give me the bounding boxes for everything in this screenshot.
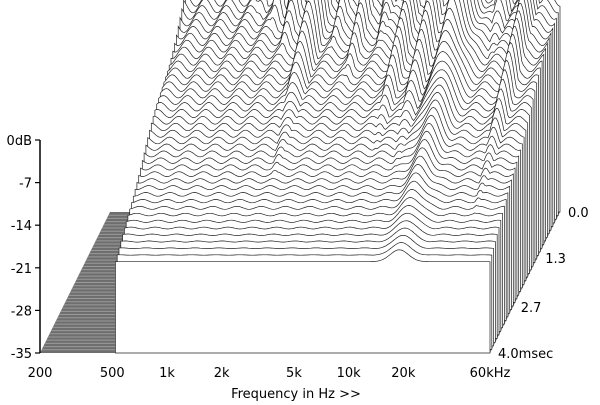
decay-slices	[115, 0, 561, 354]
x-tick-label: 200	[28, 366, 53, 381]
x-tick-label: 2k	[214, 366, 230, 381]
x-tick-label: 1k	[159, 366, 175, 381]
z-tick-label: 2.7	[521, 301, 542, 316]
z-tick-label: 4.0msec	[498, 347, 553, 362]
decay-slice	[115, 249, 491, 354]
z-tick-label: 0.0	[568, 206, 589, 221]
x-axis-title: Frequency in Hz >>	[231, 387, 361, 402]
x-tick-label: 10k	[337, 366, 362, 381]
x-tick-label: 60kHz	[470, 366, 511, 381]
y-tick-labels: 0dB -7 -14 -21 -28 -35	[7, 134, 32, 362]
z-tick-label: 1.3	[545, 252, 566, 267]
x-tick-label: 5k	[286, 366, 302, 381]
x-tick-labels: 200 500 1k 2k 5k 10k 20k 60kHz	[28, 366, 511, 381]
y-tick-label: 0dB	[7, 134, 32, 149]
y-tick-label: -21	[11, 262, 32, 277]
x-tick-label: 500	[100, 366, 125, 381]
y-tick-label: -35	[11, 347, 32, 362]
y-tick-label: -14	[11, 219, 32, 234]
x-tick-label: 20k	[391, 366, 416, 381]
y-tick-label: -28	[11, 304, 32, 319]
axes	[35, 139, 41, 354]
y-tick-label: -7	[19, 177, 32, 192]
z-tick-labels: 0.0 1.3 2.7 4.0msec	[498, 206, 589, 362]
